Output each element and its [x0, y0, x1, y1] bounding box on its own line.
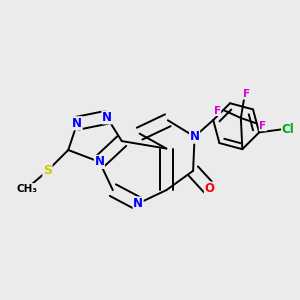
Text: O: O: [204, 182, 214, 195]
Text: N: N: [72, 117, 82, 130]
Text: N: N: [133, 197, 143, 210]
Text: N: N: [102, 111, 112, 124]
Text: Cl: Cl: [282, 123, 294, 136]
Text: F: F: [214, 106, 220, 116]
Text: F: F: [259, 121, 266, 131]
Text: N: N: [190, 130, 200, 143]
Text: N: N: [94, 155, 104, 168]
Text: S: S: [43, 164, 52, 177]
Text: F: F: [243, 88, 250, 99]
Text: CH₃: CH₃: [16, 184, 37, 194]
